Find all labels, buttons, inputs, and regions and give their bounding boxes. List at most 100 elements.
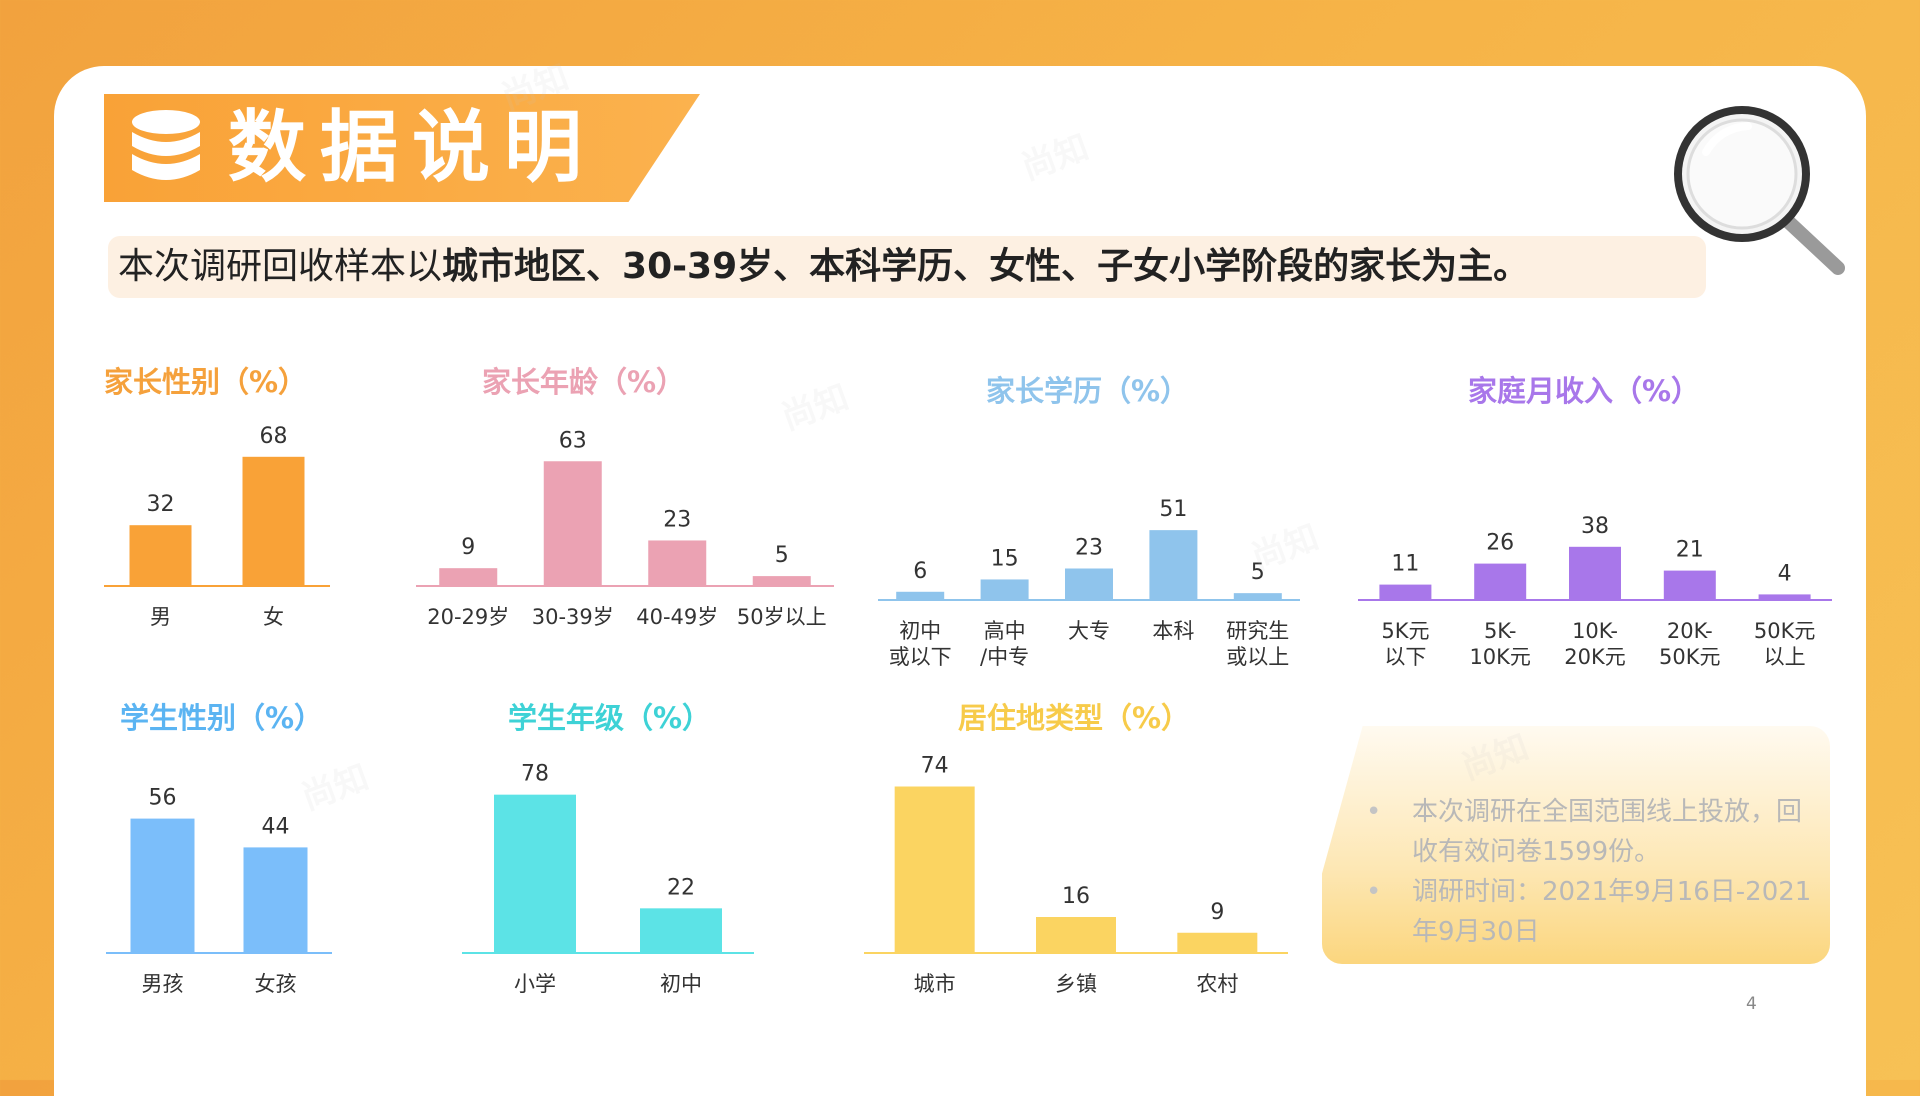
category-label: 女孩 bbox=[255, 972, 297, 996]
data-label: 15 bbox=[991, 546, 1019, 571]
bar bbox=[243, 847, 308, 953]
summary-text: 本次调研回收样本以城市地区、30-39岁、本科学历、女性、子女小学阶段的家长为主… bbox=[118, 240, 1529, 294]
category-label: 农村 bbox=[1196, 972, 1238, 996]
data-label: 32 bbox=[147, 492, 175, 517]
category-label: 20K- bbox=[1667, 619, 1713, 643]
category-label: 50K元 bbox=[1659, 645, 1721, 669]
bar bbox=[1379, 584, 1432, 600]
bar bbox=[543, 461, 602, 586]
category-label: 本科 bbox=[1152, 619, 1194, 643]
category-label: /中专 bbox=[980, 645, 1029, 669]
data-label: 38 bbox=[1581, 514, 1609, 539]
data-label: 5 bbox=[1251, 560, 1265, 585]
note-item: 调研时间：2021年9月16日-2021年9月30日 bbox=[1366, 872, 1826, 952]
chart-5: 78 小学 22 初中 bbox=[462, 762, 754, 996]
category-label: 30-39岁 bbox=[532, 605, 614, 629]
bar bbox=[1663, 570, 1716, 600]
bar bbox=[640, 908, 722, 953]
chart-3: 115K元以下265K-10K元3810K-20K元2120K-50K元450K… bbox=[1358, 514, 1832, 669]
database-icon bbox=[132, 110, 200, 180]
chart-title-parent-education: 家长学历（%） bbox=[986, 374, 1190, 408]
bar bbox=[980, 579, 1029, 600]
magnifier-icon bbox=[1674, 106, 1845, 275]
bar bbox=[130, 818, 195, 953]
chart-4: 56 男孩 44 女孩 bbox=[106, 786, 332, 996]
data-label: 51 bbox=[1159, 497, 1187, 522]
bar bbox=[896, 591, 945, 600]
page-title: 数据说明 bbox=[228, 103, 597, 193]
category-label: 20K元 bbox=[1564, 645, 1626, 669]
title-banner bbox=[104, 94, 700, 202]
data-label: 9 bbox=[1210, 900, 1224, 925]
category-label: 大专 bbox=[1068, 619, 1110, 643]
category-label: 或以下 bbox=[889, 645, 952, 669]
category-label: 或以上 bbox=[1226, 645, 1289, 669]
chart-6: 74 城市 16 乡镇 9 农村 bbox=[864, 754, 1288, 996]
bar bbox=[439, 568, 498, 586]
notes-list: 本次调研在全国范围线上投放，回收有效问卷1599份。 调研时间：2021年9月1… bbox=[1366, 792, 1826, 952]
data-label: 78 bbox=[521, 762, 549, 787]
chart-title-parent-age: 家长年龄（%） bbox=[482, 365, 686, 399]
data-label: 63 bbox=[559, 428, 587, 453]
chart-title-household-income: 家庭月收入（%） bbox=[1468, 374, 1701, 408]
category-label: 乡镇 bbox=[1055, 972, 1097, 996]
data-label: 5 bbox=[775, 543, 789, 568]
category-label: 女 bbox=[263, 605, 284, 629]
category-label: 10K- bbox=[1572, 619, 1618, 643]
category-label: 男 bbox=[150, 605, 171, 629]
category-label: 初中 bbox=[899, 619, 941, 643]
category-label: 研究生 bbox=[1226, 619, 1289, 643]
data-label: 21 bbox=[1676, 538, 1704, 563]
category-label: 5K元 bbox=[1381, 619, 1429, 643]
summary-bar bbox=[108, 236, 1706, 298]
bar bbox=[242, 456, 305, 586]
category-label: 以下 bbox=[1384, 645, 1426, 669]
data-label: 16 bbox=[1062, 884, 1090, 909]
chart-title-student-gender: 学生性别（%） bbox=[120, 701, 324, 735]
note-item: 本次调研在全国范围线上投放，回收有效问卷1599份。 bbox=[1366, 792, 1826, 872]
data-label: 4 bbox=[1778, 561, 1792, 586]
data-label: 44 bbox=[262, 814, 290, 839]
data-label: 6 bbox=[913, 559, 927, 584]
chart-1: 9 20-29岁 63 30-39岁 23 40-49岁 5 50岁以上 bbox=[416, 428, 834, 629]
bar bbox=[129, 525, 192, 586]
bar bbox=[1036, 917, 1116, 953]
bar bbox=[1569, 546, 1621, 600]
summary-highlight: 城市地区、30-39岁、本科学历、女性、子女小学阶段的家长为主。 bbox=[442, 246, 1530, 287]
category-label: 40-49岁 bbox=[636, 605, 718, 629]
bar bbox=[648, 540, 707, 586]
data-label: 68 bbox=[260, 424, 288, 449]
category-label: 10K元 bbox=[1469, 645, 1531, 669]
category-label: 5K- bbox=[1484, 619, 1517, 643]
chart-title-student-grade: 学生年级（%） bbox=[508, 701, 712, 735]
category-label: 城市 bbox=[914, 972, 956, 996]
page-number: 4 bbox=[1746, 994, 1757, 1014]
bar bbox=[1233, 593, 1282, 600]
bar bbox=[1758, 594, 1811, 600]
data-label: 56 bbox=[149, 786, 177, 811]
chart-0: 32 男 68 女 bbox=[104, 424, 330, 629]
category-label: 初中 bbox=[660, 972, 702, 996]
bar bbox=[1177, 932, 1258, 953]
data-label: 23 bbox=[663, 507, 691, 532]
data-label: 22 bbox=[667, 875, 695, 900]
chart-title-residence-type: 居住地类型（%） bbox=[958, 701, 1191, 735]
bar bbox=[894, 786, 975, 953]
bar bbox=[752, 576, 811, 586]
summary-prefix: 本次调研回收样本以 bbox=[118, 246, 443, 287]
data-label: 23 bbox=[1075, 535, 1103, 560]
category-label: 以上 bbox=[1764, 645, 1806, 669]
bar bbox=[1065, 568, 1113, 600]
category-label: 男孩 bbox=[142, 972, 184, 996]
data-label: 9 bbox=[461, 535, 475, 560]
bar bbox=[1149, 530, 1198, 600]
bar bbox=[494, 794, 576, 953]
category-label: 高中 bbox=[984, 619, 1026, 643]
data-label: 74 bbox=[921, 754, 949, 779]
category-label: 50K元 bbox=[1754, 619, 1816, 643]
data-label: 26 bbox=[1486, 531, 1514, 556]
category-label: 50岁以上 bbox=[737, 605, 827, 629]
category-label: 小学 bbox=[514, 972, 556, 996]
